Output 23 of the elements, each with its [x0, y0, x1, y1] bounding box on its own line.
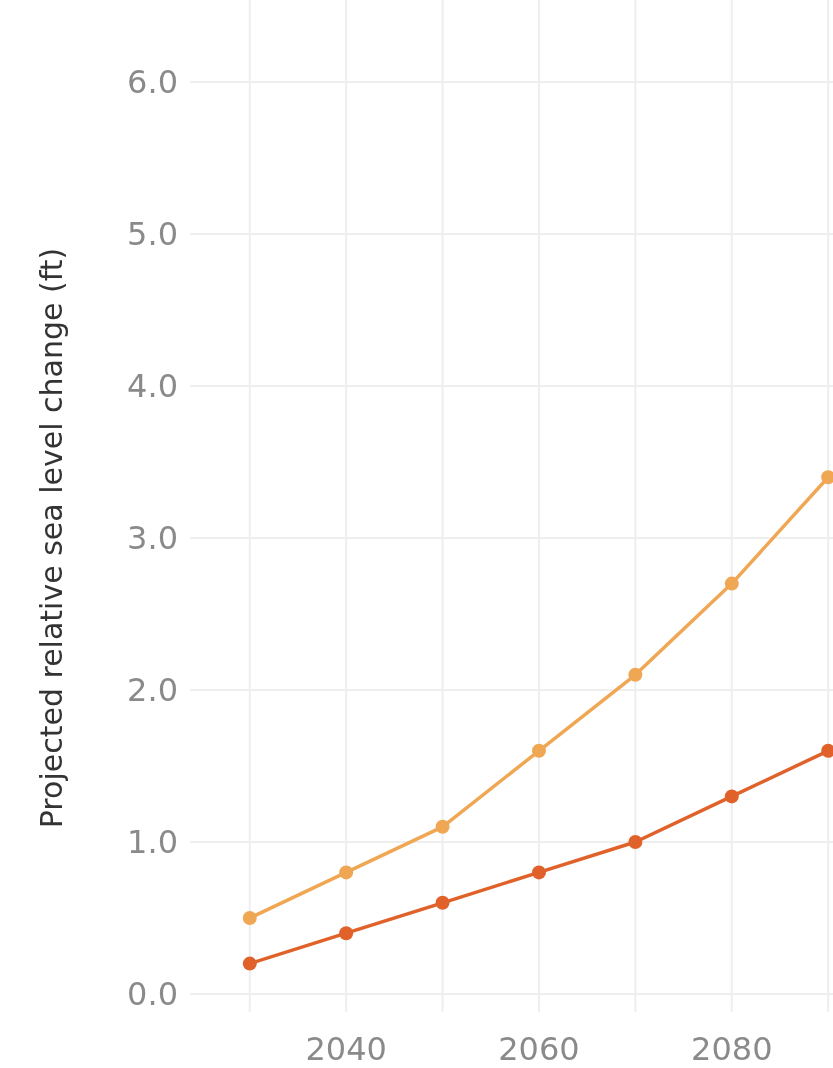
point — [242, 956, 257, 971]
point — [435, 895, 450, 910]
y-tick-label: 6.0 — [127, 63, 178, 102]
point — [531, 865, 546, 880]
y-tick-label: 3.0 — [127, 519, 178, 558]
point — [339, 926, 354, 941]
y-tick-label: 1.0 — [127, 823, 178, 862]
point — [242, 911, 257, 925]
point — [724, 789, 739, 804]
y-tick-label: 0.0 — [127, 975, 178, 1014]
point — [628, 667, 643, 682]
y-tick-label: 5.0 — [127, 215, 178, 254]
point — [339, 865, 354, 880]
y-tick-label: 2.0 — [127, 671, 178, 710]
x-tick-label: 2060 — [498, 1030, 580, 1068]
point — [628, 835, 643, 849]
point — [531, 743, 546, 758]
point — [724, 576, 739, 591]
x-tick-label: 2080 — [691, 1030, 773, 1068]
y-axis-title: Projected relative sea level change (ft) — [34, 247, 69, 829]
point — [435, 819, 450, 834]
x-tick-label: 2040 — [305, 1030, 387, 1068]
y-tick-label: 4.0 — [127, 367, 178, 406]
